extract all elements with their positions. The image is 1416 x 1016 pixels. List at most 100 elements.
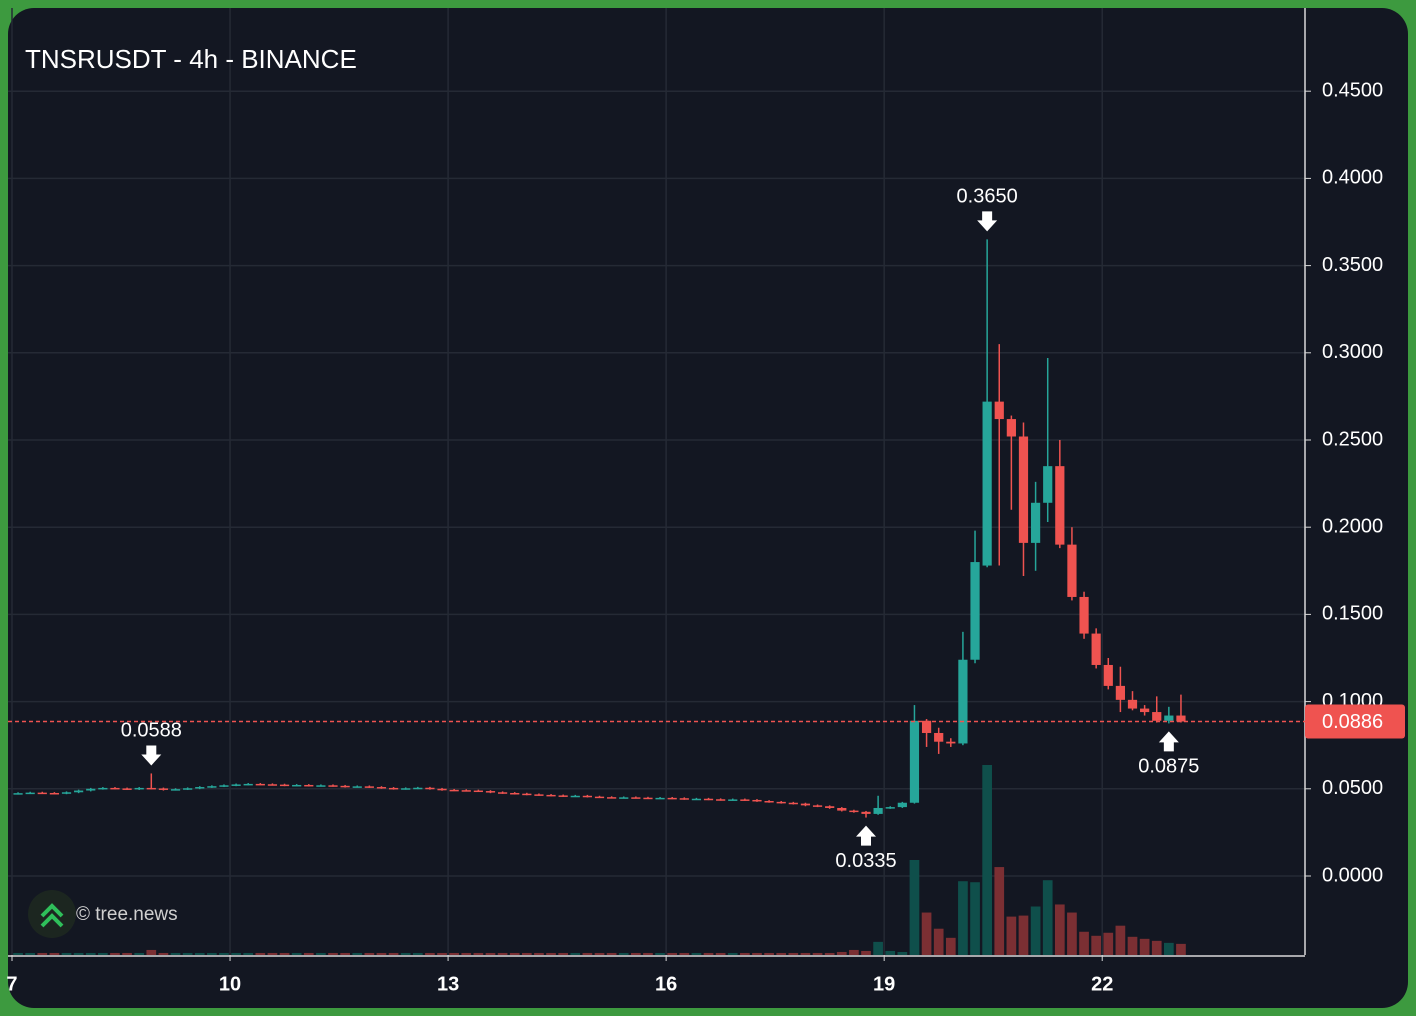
candle-body [98,787,108,790]
volume-bar [727,952,738,955]
volume-bar [37,952,48,955]
candle-body [897,802,907,808]
candle-body [158,788,169,790]
volume-bar [461,952,472,955]
volume-bar [437,952,447,955]
candle-body [231,784,241,786]
candle-body [994,401,1004,420]
candle-body [655,797,665,800]
volume-bar [703,952,714,955]
candle-body [558,795,568,797]
candle-body [1152,712,1162,721]
volume-bar [170,952,181,955]
candle-body [716,799,726,801]
y-tick-label: 0.2500 [1322,428,1383,450]
candle-body [837,807,847,811]
candle-body [728,799,738,801]
volume-bar [364,952,375,955]
x-tick-label: 13 [437,973,459,995]
volume-bar [1054,904,1065,955]
volume-bar [849,949,859,955]
candle-body [1067,544,1077,597]
x-tick-label: 22 [1091,973,1113,995]
volume-bar [921,912,932,955]
candle-body [764,801,774,803]
volume-bar [606,952,617,955]
y-tick-label: 0.0000 [1322,864,1383,886]
volume-bar [340,952,350,955]
volume-bar [1115,925,1126,955]
volume-bar [376,952,387,955]
candle-body [1091,633,1101,665]
volume-bar [1127,936,1138,955]
volume-bar [679,952,690,955]
volume-bar [400,952,411,955]
volume-bar [1030,906,1041,955]
candle-body [1176,715,1186,722]
volume-bar [158,952,169,955]
candle-body [582,795,592,798]
annotation-arrow [977,211,998,232]
candle-body [485,791,496,793]
candle-body [570,795,580,798]
candle-body [667,797,677,800]
watermark: © tree.news [28,890,178,938]
y-tick-label: 0.1500 [1322,603,1383,625]
candle-body [134,787,144,790]
volume-bar [13,952,23,955]
annotation-label: 0.0335 [835,850,896,872]
candle-body [13,793,23,795]
candle-body [74,790,84,793]
volume-bar [412,952,423,955]
volume-bar [667,952,678,955]
candle-body [607,797,617,799]
volume-bar [134,952,145,955]
candle-body [449,789,459,792]
volume-bar [740,952,750,955]
volume-bar [618,952,629,955]
candle-body [1043,466,1053,503]
x-tick-label: 19 [873,973,895,995]
volume-bar [219,952,229,955]
candle-body [49,792,60,795]
candle-body [958,659,968,744]
candle-body [37,792,47,795]
candle-body [352,786,362,788]
volume-bar [73,952,84,955]
volume-bar [546,952,556,955]
x-tick-label: 10 [219,973,241,995]
volume-bar [958,881,968,955]
candle-body [909,720,920,803]
volume-bar [243,952,254,955]
candle-body [825,806,835,808]
volume-bar [449,952,459,955]
candle-body [679,798,689,800]
candle-body [546,794,556,797]
candle-body [388,787,399,790]
annotation-arrow [1158,731,1179,752]
candle-body [1006,419,1016,437]
volume-bar [582,952,593,955]
volume-bar [25,952,36,955]
candle-body [219,785,229,787]
candle-body [934,732,944,742]
volume-bar [631,952,641,955]
candle-body [122,788,132,790]
volume-bar [146,949,157,955]
candle-body [110,787,120,790]
candle-body [497,792,508,794]
annotation-arrow [856,825,877,846]
candle-body [437,788,447,791]
x-tick-label: 7 [6,973,17,995]
overlay-layer: 0.0886 0.0588 0.3650 0.0335 0.0875 [8,186,1405,872]
volume-bar [776,952,787,955]
volume-bar [1139,938,1150,955]
volume-bar [316,952,326,955]
candle-body [425,787,435,790]
candle-body [691,798,702,801]
candle-body [800,803,811,806]
candle-body [207,786,217,788]
candle-body [183,788,193,790]
volume-bar [570,952,581,955]
